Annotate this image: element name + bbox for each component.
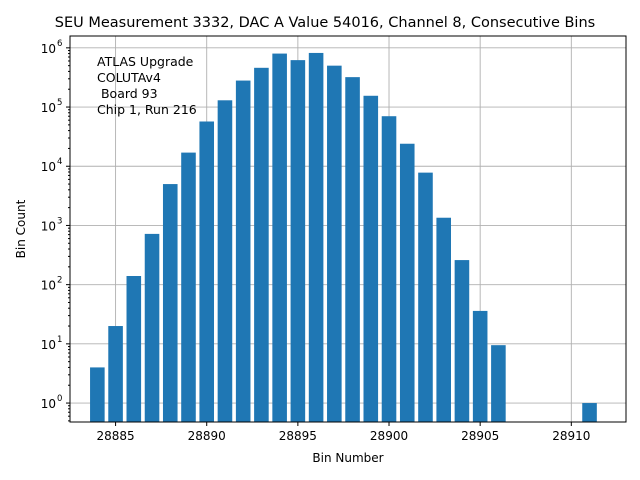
- plot-frame: [69, 35, 627, 423]
- bar: [108, 326, 123, 422]
- bar: [308, 52, 324, 422]
- bar: [436, 217, 451, 422]
- annotation-box: ATLAS Upgrade COLUTAv4 Board 93 Chip 1, …: [97, 54, 197, 117]
- bar: [582, 403, 597, 422]
- x-tick-label: 28895: [279, 429, 317, 443]
- y-tick-label: 10: [41, 338, 56, 352]
- bar: [418, 172, 433, 422]
- y-tick-exponent: 6: [57, 39, 62, 49]
- y-tick-label: 10: [41, 219, 56, 233]
- bar: [472, 310, 488, 422]
- bar: [217, 100, 233, 423]
- annotation-line: ATLAS Upgrade: [97, 54, 194, 69]
- y-tick-exponent: 2: [57, 276, 62, 286]
- x-tick-label: 28910: [552, 429, 590, 443]
- bar: [144, 233, 160, 422]
- x-tick-label: 28885: [96, 429, 134, 443]
- bar: [363, 95, 379, 422]
- bar: [399, 143, 415, 422]
- x-axis-label: Bin Number: [312, 451, 383, 465]
- y-tick-exponent: 4: [57, 157, 62, 167]
- bar: [345, 77, 360, 422]
- bar: [454, 260, 470, 422]
- bar: [181, 152, 196, 422]
- x-tick-label: 28905: [461, 429, 499, 443]
- annotation-line: COLUTAv4: [97, 70, 161, 85]
- y-tick-label: 10: [41, 101, 56, 115]
- y-axis-label: Bin Count: [14, 199, 28, 258]
- bar: [199, 121, 215, 422]
- y-tick-label: 10: [41, 160, 56, 174]
- bar-layer: [90, 52, 597, 423]
- bar: [381, 116, 397, 422]
- y-tick-exponent: 0: [57, 394, 62, 404]
- bar: [254, 67, 269, 422]
- bar: [90, 367, 105, 422]
- bar: [162, 184, 178, 422]
- x-tick-label: 28900: [370, 429, 408, 443]
- bar: [290, 60, 306, 423]
- y-tick-label: 10: [41, 397, 56, 411]
- bar: [126, 275, 142, 422]
- bar: [491, 345, 506, 422]
- y-tick-exponent: 3: [57, 216, 62, 226]
- bar: [235, 80, 251, 422]
- x-tick-label: 28890: [188, 429, 226, 443]
- chart-title: SEU Measurement 3332, DAC A Value 54016,…: [55, 15, 595, 31]
- bar: [327, 65, 342, 423]
- y-tick-label: 10: [41, 279, 56, 293]
- bar: [272, 53, 287, 423]
- annotation-line: Board 93: [97, 86, 158, 101]
- y-tick-exponent: 5: [57, 98, 62, 108]
- y-tick-label: 10: [41, 42, 56, 56]
- y-tick-exponent: 1: [57, 335, 62, 345]
- annotation-line: Chip 1, Run 216: [97, 102, 197, 117]
